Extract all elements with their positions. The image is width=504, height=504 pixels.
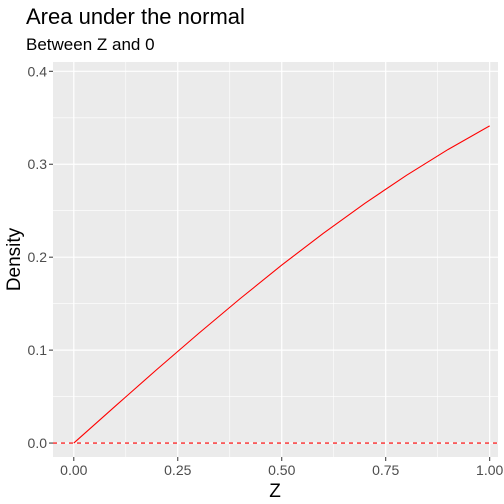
chart-subtitle: Between Z and 0 <box>26 35 155 54</box>
x-tick-label: 1.00 <box>476 462 503 478</box>
y-axis: 0.0 0.1 0.2 0.3 0.4 <box>28 63 53 451</box>
density-line <box>73 125 490 444</box>
x-tick-label: 0.50 <box>268 462 295 478</box>
plot-panel <box>53 62 498 457</box>
x-tick-label: 0.25 <box>164 462 191 478</box>
y-tick-label: 0.3 <box>28 156 48 172</box>
x-axis: 0.00 0.25 0.50 0.75 1.00 <box>60 457 504 478</box>
y-tick-label: 0.4 <box>28 63 48 79</box>
y-tick-label: 0.0 <box>28 435 48 451</box>
chart-title: Area under the normal <box>26 4 245 29</box>
x-tick-label: 0.00 <box>60 462 87 478</box>
y-tick-label: 0.2 <box>28 249 48 265</box>
x-tick-label: 0.75 <box>372 462 399 478</box>
x-axis-title: Z <box>269 481 281 502</box>
y-tick-label: 0.1 <box>28 342 48 358</box>
y-axis-title: Density <box>4 227 25 291</box>
series-layer <box>73 125 490 444</box>
